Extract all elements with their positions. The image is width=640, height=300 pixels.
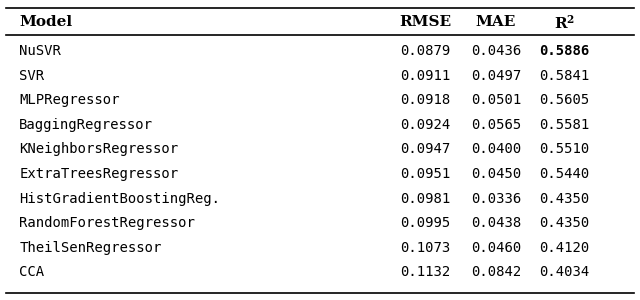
Text: 0.0438: 0.0438 [471,216,521,230]
Text: 0.4120: 0.4120 [540,241,589,255]
Text: 0.1132: 0.1132 [401,266,451,279]
Text: MAE: MAE [476,16,516,29]
Text: 0.4350: 0.4350 [540,192,589,206]
Text: 0.4350: 0.4350 [540,216,589,230]
Text: 0.0565: 0.0565 [471,118,521,132]
Text: 0.0911: 0.0911 [401,69,451,82]
Text: 0.5440: 0.5440 [540,167,589,181]
Text: 0.1073: 0.1073 [401,241,451,255]
Text: 0.0995: 0.0995 [401,216,451,230]
Text: 0.0460: 0.0460 [471,241,521,255]
Text: SVR: SVR [19,69,44,82]
Text: 0.0879: 0.0879 [401,44,451,58]
Text: KNeighborsRegressor: KNeighborsRegressor [19,142,179,156]
Text: ExtraTreesRegressor: ExtraTreesRegressor [19,167,179,181]
Text: 0.0947: 0.0947 [401,142,451,156]
Text: 0.0981: 0.0981 [401,192,451,206]
Text: 0.0497: 0.0497 [471,69,521,82]
Text: 0.5581: 0.5581 [540,118,589,132]
Text: 0.0842: 0.0842 [471,266,521,279]
Text: 0.0436: 0.0436 [471,44,521,58]
Text: 0.0951: 0.0951 [401,167,451,181]
Text: TheilSenRegressor: TheilSenRegressor [19,241,161,255]
Text: Model: Model [19,16,72,29]
Text: RMSE: RMSE [399,16,452,29]
Text: RandomForestRegressor: RandomForestRegressor [19,216,195,230]
Text: HistGradientBoostingReg.: HistGradientBoostingReg. [19,192,220,206]
Text: 0.5605: 0.5605 [540,93,589,107]
Text: NuSVR: NuSVR [19,44,61,58]
Text: 0.0450: 0.0450 [471,167,521,181]
Text: 0.5841: 0.5841 [540,69,589,82]
Text: 0.0918: 0.0918 [401,93,451,107]
Text: MLPRegressor: MLPRegressor [19,93,120,107]
Text: 0.0501: 0.0501 [471,93,521,107]
Text: CCA: CCA [19,266,44,279]
Text: 0.5886: 0.5886 [540,44,589,58]
Text: 0.0924: 0.0924 [401,118,451,132]
Text: 0.0400: 0.0400 [471,142,521,156]
Text: 0.0336: 0.0336 [471,192,521,206]
Text: BaggingRegressor: BaggingRegressor [19,118,153,132]
Text: 0.4034: 0.4034 [540,266,589,279]
Text: $\mathbf{R^2}$: $\mathbf{R^2}$ [554,14,575,32]
Text: 0.5510: 0.5510 [540,142,589,156]
